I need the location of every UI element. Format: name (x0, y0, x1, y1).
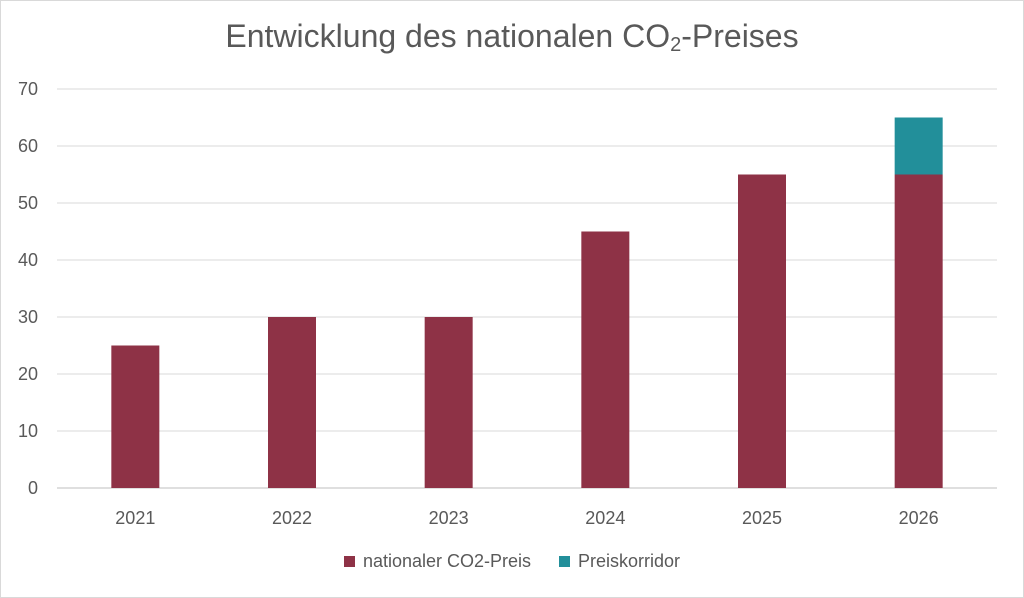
bar-co2-preis-2025 (738, 174, 786, 488)
x-tick-label: 2026 (899, 508, 939, 528)
chart-title: Entwicklung des nationalen CO2-Preises (225, 18, 799, 56)
bar-co2-preis-2021 (111, 345, 160, 488)
legend-label-nationaler-co2-preis: nationaler CO2-Preis (362, 551, 532, 571)
y-tick-label: 10 (18, 421, 38, 441)
y-tick-label: 60 (18, 136, 38, 156)
legend-item-preiskorridor: Preiskorridor (559, 551, 680, 572)
legend-swatch-preiskorridor (559, 556, 571, 567)
y-tick-label: 50 (18, 193, 38, 213)
y-tick-label: 70 (18, 79, 38, 99)
x-tick-label: 2025 (742, 508, 782, 528)
x-tick-label: 2021 (115, 508, 155, 528)
bar-co2-preis-2026 (894, 174, 943, 488)
bar-co2-preis-2024 (581, 231, 630, 488)
legend: nationaler CO2-Preis Preiskorridor (0, 551, 1024, 572)
x-tick-label: 2023 (429, 508, 469, 528)
legend-item-nationaler-co2-preis: nationaler CO2-Preis (343, 551, 532, 572)
y-tick-label: 0 (28, 478, 38, 498)
legend-label-preiskorridor: Preiskorridor (578, 551, 681, 571)
y-tick-label: 30 (18, 307, 38, 327)
bar-preiskorridor-2026 (894, 117, 943, 175)
bar-co2-preis-2023 (424, 317, 473, 488)
x-tick-label: 2024 (585, 508, 625, 528)
y-tick-label: 40 (18, 250, 38, 270)
x-tick-label: 2022 (272, 508, 312, 528)
y-tick-label: 20 (18, 364, 38, 384)
bar-co2-preis-2022 (268, 317, 316, 488)
legend-swatch-nationaler-co2-preis (343, 556, 355, 567)
